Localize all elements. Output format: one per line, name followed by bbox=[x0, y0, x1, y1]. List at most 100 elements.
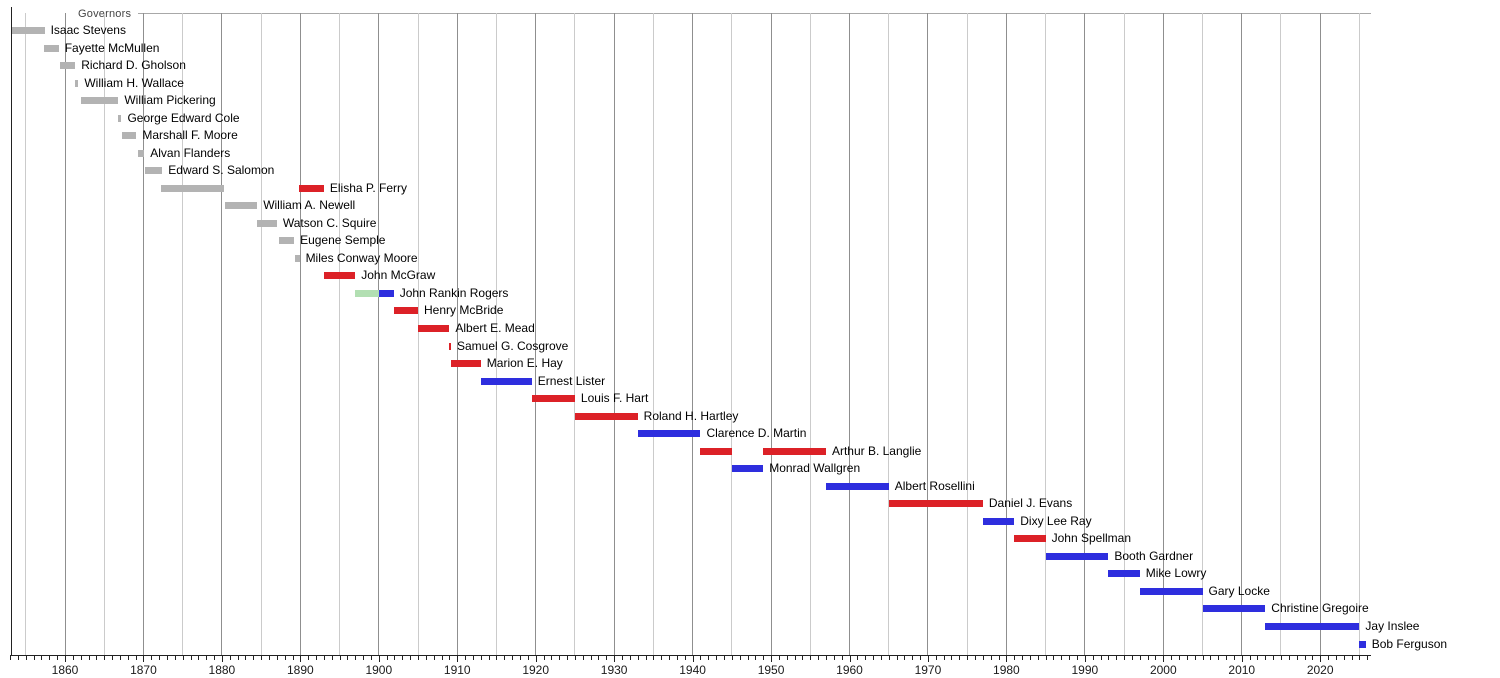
x-axis-minor-tick bbox=[669, 656, 671, 660]
gridline-decade bbox=[927, 13, 929, 655]
x-axis-minor-tick bbox=[959, 656, 961, 660]
x-axis-minor-tick bbox=[543, 656, 545, 660]
x-axis-tick-label: 1900 bbox=[365, 663, 393, 677]
x-axis-minor-tick bbox=[355, 656, 357, 660]
x-axis-minor-tick bbox=[190, 656, 192, 660]
gridline-5yr bbox=[574, 13, 576, 655]
x-axis-minor-tick bbox=[127, 656, 129, 660]
governor-name-label: Marshall F. Moore bbox=[142, 128, 238, 143]
governor-bar-democrat bbox=[982, 517, 1015, 525]
x-axis-major-tick bbox=[221, 656, 223, 662]
governor-name-label: Fayette McMullen bbox=[64, 40, 160, 55]
gridline-5yr bbox=[260, 13, 262, 655]
x-axis-major-tick bbox=[849, 656, 851, 662]
gridline-5yr bbox=[1202, 13, 1204, 655]
x-axis-major-tick bbox=[300, 656, 302, 662]
x-axis-minor-tick bbox=[880, 656, 882, 660]
x-axis-minor-tick bbox=[739, 656, 741, 660]
x-axis-minor-tick bbox=[629, 656, 631, 660]
x-axis-minor-tick bbox=[410, 656, 412, 660]
x-axis-minor-tick bbox=[41, 656, 43, 660]
gridline-decade bbox=[692, 13, 694, 655]
governor-bar-republican bbox=[323, 272, 356, 280]
governor-name-label: William H. Wallace bbox=[84, 75, 184, 90]
x-axis-minor-tick bbox=[841, 656, 843, 660]
x-axis-minor-tick bbox=[1312, 656, 1314, 660]
x-axis-minor-tick bbox=[825, 656, 827, 660]
x-axis-tick-label: 2020 bbox=[1306, 663, 1334, 677]
x-axis-minor-tick bbox=[33, 656, 35, 660]
x-axis-minor-tick bbox=[888, 656, 890, 660]
x-axis-major-tick bbox=[1084, 656, 1086, 662]
x-axis-minor-tick bbox=[708, 656, 710, 660]
chart-title-row: Governors bbox=[78, 7, 1371, 20]
governor-bar-territorial bbox=[122, 132, 137, 140]
x-axis-major-tick bbox=[1006, 656, 1008, 662]
x-axis-minor-tick bbox=[1069, 656, 1071, 660]
gridline-5yr bbox=[966, 13, 968, 655]
x-axis-minor-tick bbox=[159, 656, 161, 660]
x-axis-minor-tick bbox=[370, 656, 372, 660]
x-axis-tick-label: 1990 bbox=[1071, 663, 1099, 677]
governor-name-label: Mike Lowry bbox=[1145, 566, 1207, 581]
x-axis-minor-tick bbox=[496, 656, 498, 660]
governor-bar-territorial bbox=[145, 167, 163, 175]
x-axis-minor-tick bbox=[214, 656, 216, 660]
x-axis-tick-label: 1970 bbox=[914, 663, 942, 677]
gridline-decade bbox=[770, 13, 772, 655]
x-axis-tick-label: 1860 bbox=[51, 663, 79, 677]
x-axis-minor-tick bbox=[347, 656, 349, 660]
governor-bar-democrat bbox=[731, 465, 764, 473]
governor-name-label: Albert Rosellini bbox=[894, 478, 975, 493]
x-axis-minor-tick bbox=[1139, 656, 1141, 660]
governor-name-label: Bob Ferguson bbox=[1371, 636, 1448, 651]
x-axis-minor-tick bbox=[716, 656, 718, 660]
x-axis-minor-tick bbox=[1116, 656, 1118, 660]
governor-bar-republican bbox=[449, 342, 452, 350]
x-axis-minor-tick bbox=[119, 656, 121, 660]
governor-bar-territorial bbox=[43, 44, 59, 52]
governor-bar-republican bbox=[763, 447, 826, 455]
x-axis-tick-label: 2010 bbox=[1228, 663, 1256, 677]
gridline-decade bbox=[1084, 13, 1086, 655]
governor-name-label: Albert E. Mead bbox=[455, 321, 535, 335]
x-axis-minor-tick bbox=[166, 656, 168, 660]
x-axis-minor-tick bbox=[363, 656, 365, 660]
governor-name-label: John Spellman bbox=[1051, 531, 1132, 546]
x-axis-minor-tick bbox=[1100, 656, 1102, 660]
governor-name-label: John Rankin Rogers bbox=[399, 285, 509, 300]
x-axis-tick-label: 1920 bbox=[522, 663, 550, 677]
x-axis-minor-tick bbox=[637, 656, 639, 660]
governor-name-label: John McGraw bbox=[361, 268, 436, 283]
x-axis-minor-tick bbox=[559, 656, 561, 660]
x-axis-minor-tick bbox=[174, 656, 176, 660]
governor-name-label: Elisha P. Ferry bbox=[329, 180, 408, 195]
governor-name-label: Louis F. Hart bbox=[580, 391, 649, 406]
governor-bar-democrat bbox=[378, 289, 394, 297]
governor-bar-territorial bbox=[59, 62, 76, 70]
x-axis-minor-tick bbox=[1343, 656, 1345, 660]
x-axis-minor-tick bbox=[1226, 656, 1228, 660]
x-axis-minor-tick bbox=[896, 656, 898, 660]
gridline-decade bbox=[378, 13, 380, 655]
gridline-decade bbox=[613, 13, 615, 655]
x-axis-minor-tick bbox=[606, 656, 608, 660]
x-axis-minor-tick bbox=[645, 656, 647, 660]
x-axis-minor-tick bbox=[1367, 656, 1369, 660]
x-axis-minor-tick bbox=[418, 656, 420, 660]
x-axis-minor-tick bbox=[920, 656, 922, 660]
governor-bar-democrat bbox=[1108, 570, 1140, 578]
governor-name-label: Eugene Semple bbox=[300, 233, 386, 248]
x-axis-minor-tick bbox=[1155, 656, 1157, 660]
x-axis-minor-tick bbox=[1037, 656, 1039, 660]
x-axis-minor-tick bbox=[598, 656, 600, 660]
x-axis-minor-tick bbox=[590, 656, 592, 660]
gridline-decade bbox=[221, 13, 223, 655]
left-axis-spine bbox=[11, 7, 12, 655]
x-axis-minor-tick bbox=[747, 656, 749, 660]
governor-bar-territorial bbox=[161, 184, 225, 192]
x-axis-minor-tick bbox=[786, 656, 788, 660]
x-axis-major-tick bbox=[535, 656, 537, 662]
gridline-decade bbox=[1005, 13, 1007, 655]
